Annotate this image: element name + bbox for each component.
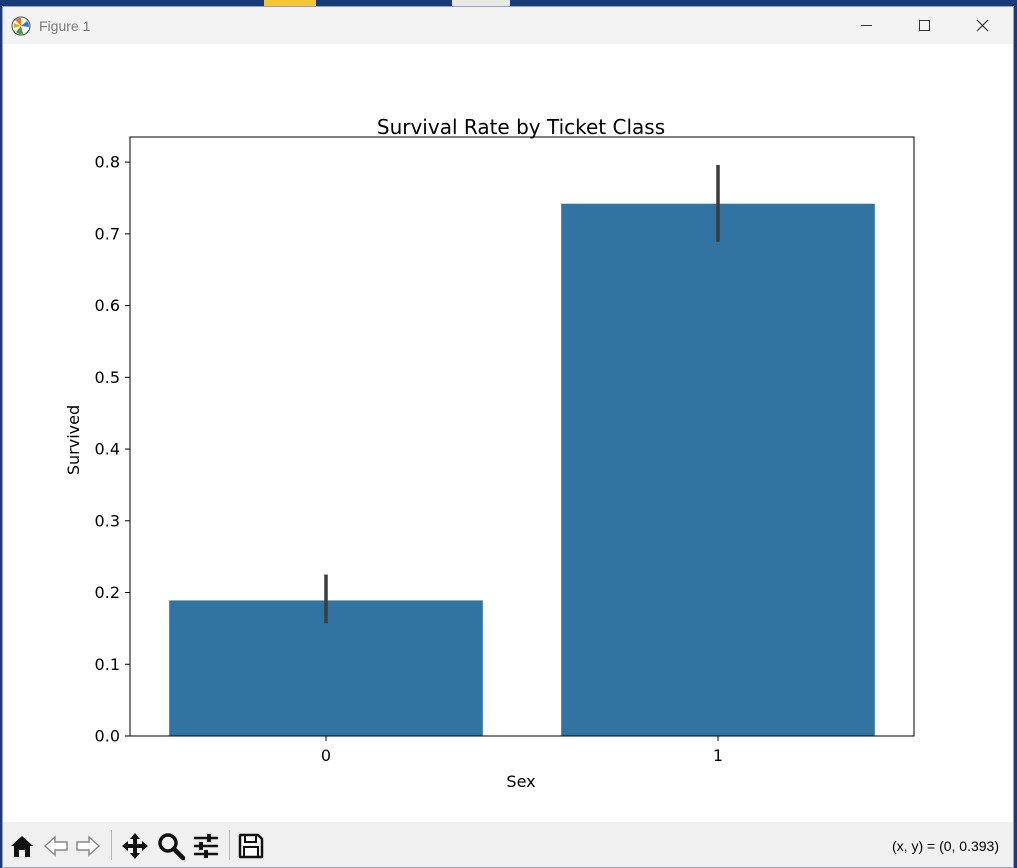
back-button[interactable]: [41, 831, 71, 861]
y-tick-label: 0.7: [95, 224, 120, 243]
x-tick-label: 0: [321, 746, 331, 765]
configure-subplots-icon: [194, 834, 218, 858]
y-tick-label: 0.5: [95, 368, 120, 387]
home-button[interactable]: [7, 831, 37, 861]
x-tick-label: 1: [713, 746, 723, 765]
minimize-icon: [861, 25, 872, 26]
y-tick-label: 0.4: [95, 440, 120, 459]
axes-frame: [129, 136, 915, 737]
y-tick-label: 0.6: [95, 296, 120, 315]
desktop-thumbnail-fragment: [452, 0, 510, 8]
save-icon: [238, 833, 264, 859]
configure-subplots-button[interactable]: [191, 831, 221, 861]
y-tick-label: 0.3: [95, 511, 120, 530]
save-button[interactable]: [236, 831, 266, 861]
maximize-button[interactable]: [895, 7, 953, 44]
close-icon: [976, 19, 989, 32]
title-bar[interactable]: Figure 1: [3, 7, 1013, 44]
home-icon: [11, 836, 33, 857]
y-tick-label: 0.8: [95, 153, 120, 172]
y-tick-label: 0.0: [95, 727, 120, 746]
y-tick-label: 0.2: [95, 583, 120, 602]
bar-1: [561, 203, 875, 736]
navigation-toolbar: (x, y) = (0, 0.393): [3, 822, 1013, 867]
figure-canvas[interactable]: Survival Rate by Ticket Class 0.0 0.1 0.2 0…: [3, 44, 1013, 822]
forward-button[interactable]: [73, 831, 103, 861]
back-arrow-icon: [43, 835, 68, 857]
window-title: Figure 1: [39, 18, 91, 34]
coordinate-readout: (x, y) = (0, 0.393): [892, 838, 999, 854]
matplotlib-logo-icon: [11, 16, 31, 36]
close-button[interactable]: [953, 7, 1011, 44]
toolbar-separator: [111, 830, 112, 860]
zoom-icon: [158, 833, 186, 861]
desktop-taskbar-fragment: [264, 0, 316, 8]
bar-chart: Survival Rate by Ticket Class 0.0 0.1 0.2 0…: [64, 115, 915, 791]
minimize-button[interactable]: [837, 7, 895, 44]
figure-window: Figure 1 Survival Rate by Ticket Class 0…: [2, 6, 1014, 868]
pan-button[interactable]: [120, 831, 150, 861]
y-tick-label: 0.1: [95, 655, 120, 674]
x-axis-label: Sex: [506, 772, 535, 791]
y-axis-label: Survived: [64, 405, 83, 475]
pan-icon: [122, 833, 148, 859]
forward-arrow-icon: [76, 835, 101, 857]
maximize-icon: [919, 20, 930, 31]
zoom-button[interactable]: [156, 831, 186, 861]
toolbar-separator: [229, 830, 230, 860]
chart-title: Survival Rate by Ticket Class: [377, 115, 665, 139]
